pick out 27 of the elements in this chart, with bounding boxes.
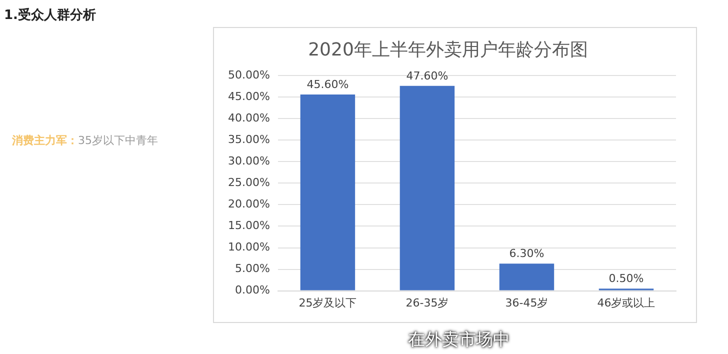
text: 1.受众人群分析 (4, 6, 96, 24)
y-tick-label: 30.00% (228, 154, 270, 168)
y-tick-label: 35.00% (228, 133, 270, 146)
text: 35岁以下中青年 (78, 134, 158, 147)
y-tick-label: 40.00% (228, 112, 270, 124)
y-tick-label: 0.00% (234, 284, 270, 297)
x-tick-label: 46岁或以上 (597, 296, 656, 310)
data-label: 47.60% (406, 69, 448, 82)
chart-title: 2020年上半年外卖用户年龄分布图 (308, 39, 588, 60)
bar (499, 264, 554, 290)
y-tick-label: 15.00% (228, 219, 270, 232)
text: 在外卖市场中 (408, 329, 510, 351)
data-label: 0.50% (608, 272, 644, 286)
x-tick-label: 25岁及以下 (298, 296, 357, 310)
y-tick-label: 45.00% (228, 90, 270, 103)
text: 消费主力军： (12, 134, 78, 147)
y-tick-label: 10.00% (228, 240, 270, 254)
data-label: 6.30% (509, 247, 544, 260)
data-label: 45.60% (306, 78, 349, 91)
y-tick-label: 25.00% (228, 176, 270, 190)
bar (300, 94, 356, 290)
bar (400, 86, 455, 290)
x-tick-label: 36-45岁 (505, 296, 548, 310)
x-tick-label: 26-35岁 (406, 296, 449, 310)
y-tick-label: 5.00% (234, 262, 270, 276)
y-tick-label: 20.00% (228, 198, 270, 211)
y-tick-label: 50.00% (228, 68, 270, 82)
